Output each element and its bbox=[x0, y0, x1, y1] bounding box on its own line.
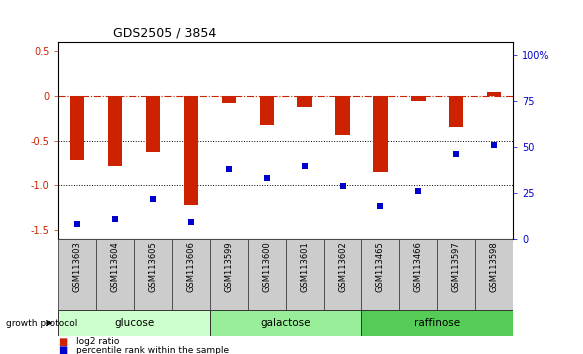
Point bbox=[72, 222, 82, 227]
Bar bbox=[58, 239, 96, 310]
Text: GSM113606: GSM113606 bbox=[187, 241, 195, 292]
Point bbox=[338, 183, 347, 189]
Point bbox=[451, 152, 461, 157]
Bar bbox=[58, 310, 210, 336]
Bar bbox=[222, 96, 236, 103]
Bar bbox=[248, 239, 286, 310]
Point bbox=[148, 196, 157, 201]
Point bbox=[262, 176, 271, 181]
Text: GSM113598: GSM113598 bbox=[490, 241, 498, 292]
Bar bbox=[108, 96, 122, 166]
Bar bbox=[487, 92, 501, 96]
Point bbox=[187, 219, 196, 225]
Text: ■: ■ bbox=[58, 337, 68, 347]
Bar bbox=[210, 310, 361, 336]
Bar bbox=[324, 239, 361, 310]
Text: GSM113605: GSM113605 bbox=[149, 241, 157, 292]
Bar bbox=[286, 239, 324, 310]
Bar bbox=[399, 239, 437, 310]
Bar bbox=[335, 96, 350, 135]
Point bbox=[224, 166, 233, 172]
Text: ■: ■ bbox=[58, 346, 68, 354]
Point bbox=[375, 203, 385, 209]
Text: GSM113599: GSM113599 bbox=[224, 241, 233, 292]
Bar bbox=[475, 239, 513, 310]
Bar bbox=[184, 96, 198, 205]
Text: GSM113604: GSM113604 bbox=[111, 241, 120, 292]
Bar bbox=[361, 310, 513, 336]
Text: glucose: glucose bbox=[114, 318, 154, 328]
Bar bbox=[361, 239, 399, 310]
Point bbox=[110, 216, 120, 222]
Text: raffinose: raffinose bbox=[414, 318, 461, 328]
Bar bbox=[373, 96, 388, 172]
Bar bbox=[70, 96, 85, 160]
Bar bbox=[259, 96, 274, 125]
Text: GDS2505 / 3854: GDS2505 / 3854 bbox=[113, 27, 216, 40]
Bar bbox=[172, 239, 210, 310]
Bar bbox=[437, 239, 475, 310]
Point bbox=[489, 142, 498, 148]
Bar bbox=[411, 96, 426, 101]
Text: growth protocol: growth protocol bbox=[6, 319, 77, 327]
Text: GSM113597: GSM113597 bbox=[452, 241, 461, 292]
Bar bbox=[134, 239, 172, 310]
Text: galactose: galactose bbox=[261, 318, 311, 328]
Bar bbox=[297, 96, 312, 107]
Text: log2 ratio: log2 ratio bbox=[76, 337, 119, 346]
Point bbox=[413, 188, 423, 194]
Text: GSM113465: GSM113465 bbox=[376, 241, 385, 292]
Bar bbox=[210, 239, 248, 310]
Bar bbox=[146, 96, 160, 152]
Text: GSM113602: GSM113602 bbox=[338, 241, 347, 292]
Text: GSM113603: GSM113603 bbox=[73, 241, 82, 292]
Text: GSM113601: GSM113601 bbox=[300, 241, 309, 292]
Text: GSM113466: GSM113466 bbox=[414, 241, 423, 292]
Point bbox=[300, 163, 309, 169]
Bar bbox=[96, 239, 134, 310]
Text: percentile rank within the sample: percentile rank within the sample bbox=[76, 346, 229, 354]
Text: GSM113600: GSM113600 bbox=[262, 241, 271, 292]
Bar bbox=[449, 96, 463, 127]
